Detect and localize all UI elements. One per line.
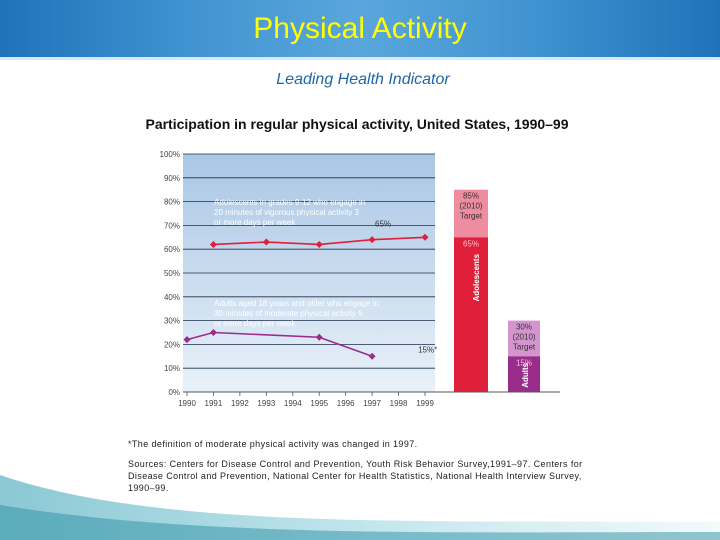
target-label-adolescents: (2010)	[459, 202, 482, 211]
y-tick-label: 80%	[164, 198, 180, 207]
x-tick-label: 1994	[284, 399, 302, 408]
y-tick-label: 20%	[164, 340, 180, 349]
y-tick-label: 70%	[164, 221, 180, 230]
x-tick-label: 1998	[390, 399, 408, 408]
x-tick-label: 1995	[310, 399, 328, 408]
target-bar-adults	[508, 320, 540, 357]
x-tick-label: 1999	[416, 399, 434, 408]
bar-group-label-adults: Adults	[521, 362, 530, 387]
target-label-adults: (2010)	[512, 333, 535, 342]
target-label-adolescents: 85%	[463, 192, 479, 201]
data-point-adolescents	[368, 236, 376, 244]
series-line-adults	[186, 331, 373, 358]
series-description-adults: 30 minutes of moderate physical activity…	[214, 309, 363, 318]
y-tick-label: 40%	[164, 293, 180, 302]
target-label-adolescents: Target	[460, 212, 483, 221]
data-point-adults	[209, 329, 217, 336]
chart-footnote: *The definition of moderate physical act…	[128, 439, 418, 449]
x-tick-label: 1991	[205, 399, 223, 408]
data-point-adolescents	[315, 240, 323, 248]
x-tick-label: 1992	[231, 399, 249, 408]
series-description-adults: Adults aged 18 years and older who engag…	[214, 299, 379, 308]
series-description-adolescents: 20 minutes of vigorous physical activity…	[214, 208, 360, 217]
y-tick-label: 0%	[168, 388, 180, 397]
data-point-adolescents	[421, 233, 429, 241]
target-label-adults: Target	[513, 343, 536, 352]
x-tick-label: 1990	[178, 399, 196, 408]
bar-group-label-adolescents: Adolescents	[472, 253, 481, 301]
y-tick-label: 10%	[164, 364, 180, 373]
target-label-adults: 30%	[516, 323, 532, 332]
page-title: Physical Activity	[253, 12, 467, 45]
current-label-adolescents: 65%	[463, 239, 479, 248]
data-point-adolescents	[209, 240, 217, 248]
series-end-label-adolescents: 65%	[375, 219, 391, 228]
y-tick-label: 90%	[164, 174, 180, 183]
y-tick-label: 50%	[164, 269, 180, 278]
series-description-adolescents: Adolescents in grades 9-12 who engage in	[214, 198, 365, 207]
chart-title: Participation in regular physical activi…	[145, 116, 569, 132]
series-description-adolescents: or more days per week	[214, 218, 296, 227]
current-label-adults: 15%	[516, 358, 532, 367]
page-subtitle: Leading Health Indicator	[276, 71, 450, 88]
series-description-adults: or more days per week	[214, 319, 296, 328]
y-tick-label: 30%	[164, 317, 180, 326]
y-tick-label: 60%	[164, 245, 180, 254]
x-tick-label: 1996	[337, 399, 355, 408]
title-banner	[0, 0, 720, 60]
x-tick-label: 1997	[363, 399, 381, 408]
current-bar-adults	[508, 356, 540, 392]
series-end-label-adults: 15%*	[418, 345, 437, 354]
y-tick-label: 100%	[160, 150, 180, 159]
current-bar-adolescents	[454, 237, 488, 392]
data-point-adults	[315, 333, 323, 341]
data-point-adults	[368, 352, 376, 360]
data-point-adolescents	[262, 238, 270, 246]
footer-wave	[0, 475, 720, 540]
chart-sources: Sources: Centers for Disease Control and…	[128, 459, 583, 493]
participation-chart: 0% 10% 20% 30% 40% 50% 60% 70% 80% 90% 100% 1990 199…	[160, 150, 560, 408]
x-tick-label: 1993	[257, 399, 275, 408]
target-bar-adolescents	[454, 189, 488, 238]
data-point-adults	[183, 336, 191, 344]
